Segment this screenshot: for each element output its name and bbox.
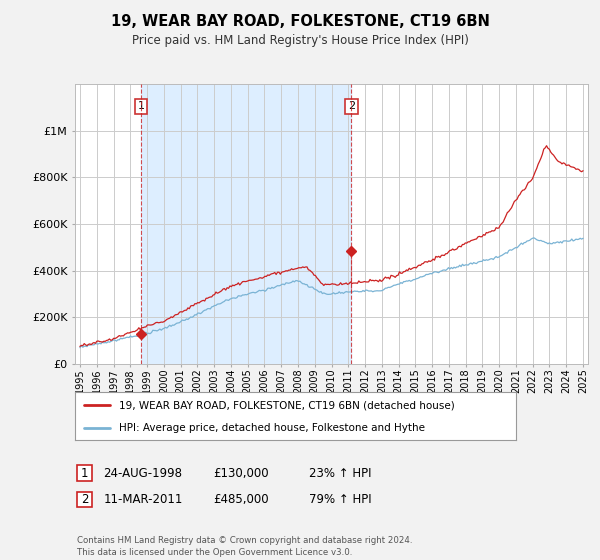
Text: HPI: Average price, detached house, Folkestone and Hythe: HPI: Average price, detached house, Folk… (119, 423, 425, 433)
Text: £485,000: £485,000 (213, 493, 269, 506)
Text: 19, WEAR BAY ROAD, FOLKESTONE, CT19 6BN (detached house): 19, WEAR BAY ROAD, FOLKESTONE, CT19 6BN … (119, 400, 455, 410)
Text: 2: 2 (348, 101, 355, 111)
Text: 2: 2 (81, 493, 88, 506)
Bar (141, 84, 352, 364)
Text: 1: 1 (81, 466, 88, 480)
Text: 24-AUG-1998: 24-AUG-1998 (103, 466, 182, 480)
Text: £130,000: £130,000 (213, 466, 269, 480)
Text: 23% ↑ HPI: 23% ↑ HPI (309, 466, 371, 480)
Text: 1: 1 (138, 101, 145, 111)
Text: Price paid vs. HM Land Registry's House Price Index (HPI): Price paid vs. HM Land Registry's House … (131, 34, 469, 46)
Text: Contains HM Land Registry data © Crown copyright and database right 2024.
This d: Contains HM Land Registry data © Crown c… (77, 536, 412, 557)
Text: 11-MAR-2011: 11-MAR-2011 (103, 493, 182, 506)
Text: 19, WEAR BAY ROAD, FOLKESTONE, CT19 6BN: 19, WEAR BAY ROAD, FOLKESTONE, CT19 6BN (110, 14, 490, 29)
Text: 79% ↑ HPI: 79% ↑ HPI (309, 493, 371, 506)
